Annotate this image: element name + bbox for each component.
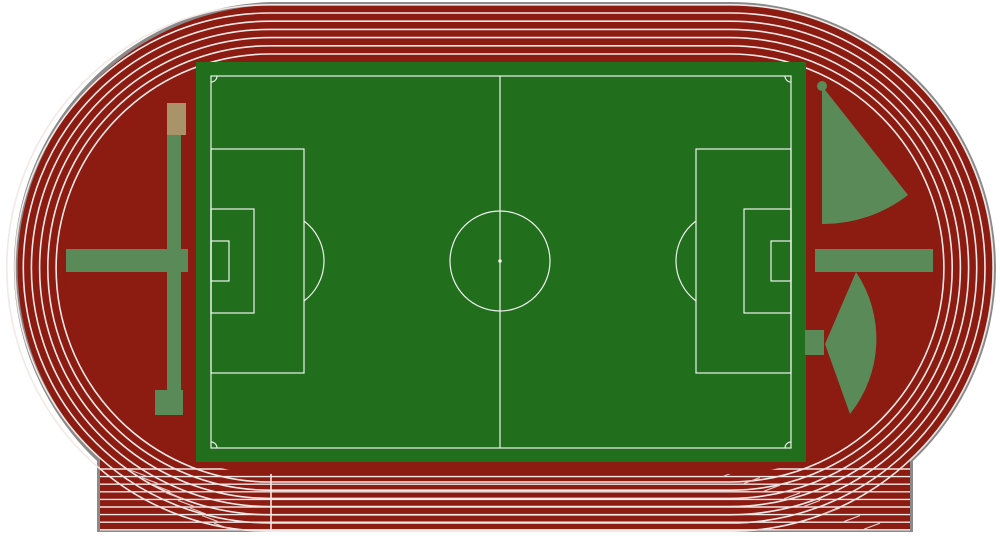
- long-jump-landing-area: [155, 390, 183, 415]
- stagger-mark: [763, 484, 781, 492]
- lane-line: [55, 53, 945, 483]
- stagger-mark: [165, 492, 183, 500]
- stagger-mark: [177, 499, 195, 507]
- left-goal: [210, 240, 230, 282]
- right-penalty-arc: [675, 220, 697, 302]
- corner-arc-bottom-left: [210, 441, 218, 449]
- discus-cage: [805, 330, 824, 355]
- stagger-mark: [153, 484, 171, 492]
- football-pitch: [196, 62, 806, 462]
- lane-line: [38, 36, 962, 500]
- right-field-events: [805, 81, 933, 414]
- stagger-mark: [141, 477, 159, 485]
- stagger-mark: [201, 515, 219, 523]
- discus-sector: [825, 272, 877, 414]
- corner-arc-top-left: [210, 75, 218, 83]
- corner-arc-top-right: [784, 75, 792, 83]
- corner-arc-bottom-right: [784, 441, 792, 449]
- long-jump-pit: [167, 103, 186, 135]
- stagger-mark: [129, 469, 147, 477]
- left-penalty-arc: [303, 220, 325, 302]
- lane-line: [47, 45, 953, 491]
- stagger-mark: [743, 477, 761, 485]
- shot-put-sector: [822, 86, 908, 225]
- lane-lines: [6, 4, 994, 532]
- center-circle: [449, 210, 551, 312]
- stagger-mark: [189, 507, 207, 515]
- javelin-runway-left: [66, 249, 188, 272]
- lane-line: [14, 12, 986, 524]
- stagger-mark: [783, 492, 801, 500]
- javelin-runway-right: [815, 249, 933, 272]
- left-field-events: [66, 103, 188, 415]
- stagger-mark: [823, 507, 841, 515]
- stagger-mark: [213, 522, 231, 530]
- shot-put-circle: [817, 81, 827, 91]
- stagger-mark: [863, 522, 881, 530]
- right-goal: [770, 240, 792, 282]
- stagger-mark: [803, 499, 821, 507]
- lane-line: [6, 4, 994, 532]
- stagger-mark: [843, 515, 861, 523]
- center-spot: [498, 259, 502, 263]
